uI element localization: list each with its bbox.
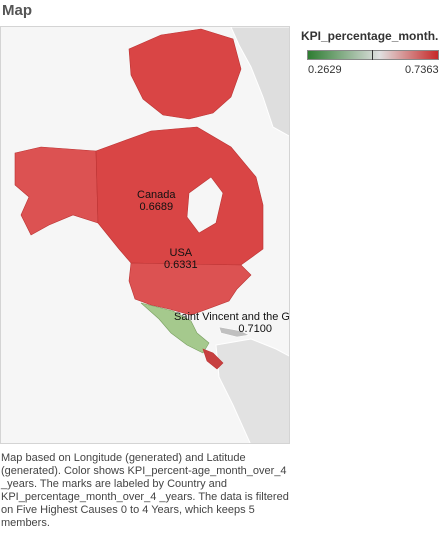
central-america-shape	[202, 348, 224, 370]
color-legend: KPI_percentage_month.. 0.2629 0.7363	[301, 29, 442, 76]
hudson-bay	[186, 176, 224, 234]
country-name: Canada	[137, 189, 176, 201]
map-canvas	[14, 27, 289, 443]
south-america-shape	[215, 338, 289, 443]
map-title: Map	[2, 2, 32, 19]
map-caption: Map based on Longitude (generated) and L…	[1, 452, 289, 529]
country-value: 0.7100	[238, 323, 272, 335]
greenland-shape	[230, 27, 289, 137]
country-label-saint-vincent: Saint Vincent and the G 0.7100	[174, 311, 290, 335]
canada-mainland	[95, 126, 264, 266]
country-label-canada: Canada 0.6689	[137, 189, 176, 213]
alaska-shape	[14, 146, 99, 236]
country-name: Saint Vincent and the G	[174, 311, 290, 323]
country-label-usa: USA 0.6331	[164, 247, 198, 271]
usa-contiguous	[128, 262, 252, 316]
legend-min-value: 0.2629	[308, 64, 342, 76]
country-name: USA	[169, 247, 193, 259]
country-value: 0.6331	[164, 259, 198, 271]
mexico-shape	[140, 302, 210, 354]
legend-max-value: 0.7363	[405, 64, 439, 76]
canada-arctic-islands	[128, 28, 242, 120]
map-view[interactable]: Canada 0.6689 USA 0.6331 Saint Vincent a…	[0, 26, 290, 444]
legend-gradient-bar	[307, 50, 439, 60]
legend-title[interactable]: KPI_percentage_month..	[301, 29, 439, 43]
country-value: 0.6689	[139, 201, 174, 213]
legend-tick	[372, 50, 373, 60]
caribbean-islands	[218, 326, 250, 338]
